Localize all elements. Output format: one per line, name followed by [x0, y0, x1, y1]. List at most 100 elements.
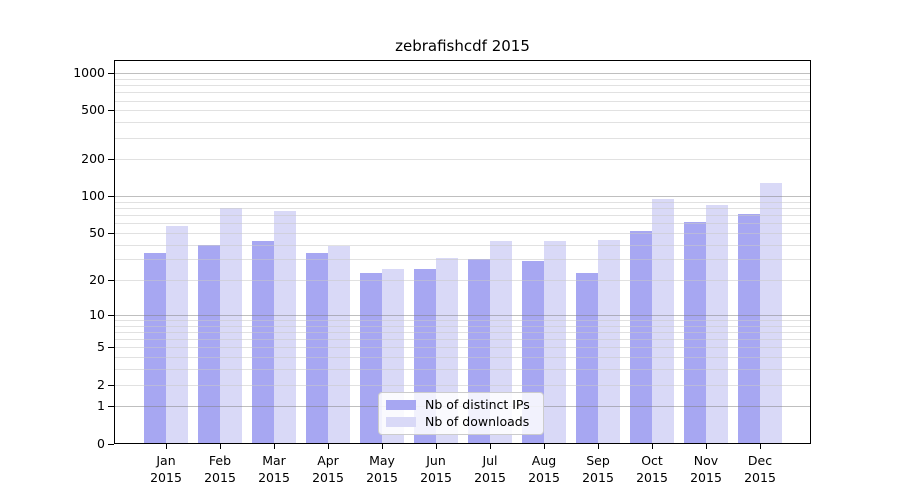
bar-downloads [166, 225, 188, 444]
bar-downloads [328, 245, 350, 444]
x-tick [760, 443, 761, 449]
gridline-minor [114, 280, 811, 282]
x-label-year: 2015 [474, 470, 506, 485]
x-tick [598, 443, 599, 449]
gridline-minor [114, 137, 811, 139]
gridline-minor [114, 78, 811, 80]
x-tick-label: Apr 2015 [301, 452, 355, 486]
x-tick-label: Oct 2015 [625, 452, 679, 486]
x-tick-label: Aug 2015 [517, 452, 571, 486]
x-label-year: 2015 [150, 470, 182, 485]
gridline-major [114, 196, 811, 198]
x-label-year: 2015 [312, 470, 344, 485]
gridline-minor [114, 259, 811, 261]
y-tick-label: 1 [97, 398, 105, 414]
y-tick [108, 110, 114, 112]
gridline-minor [114, 332, 811, 334]
x-label-month: Oct [641, 453, 663, 468]
y-tick [108, 196, 114, 198]
y-tick [108, 406, 114, 408]
gridline-minor [114, 357, 811, 359]
x-tick [544, 443, 545, 449]
gridline-major [114, 315, 811, 316]
bar-distinct-ips [252, 240, 274, 444]
bar-downloads [760, 182, 782, 444]
y-tick-label: 200 [81, 151, 105, 167]
gridline-minor [114, 208, 811, 210]
y-tick [108, 443, 114, 445]
x-label-month: Jan [156, 453, 176, 468]
gridline-minor [114, 201, 811, 203]
x-tick [436, 443, 437, 449]
legend-label-downloads: Nb of downloads [425, 414, 530, 429]
gridline-minor [114, 110, 811, 112]
x-tick-label: Feb 2015 [193, 452, 247, 486]
y-tick [108, 159, 114, 161]
legend-swatch-distinct-ips [386, 400, 416, 410]
x-label-month: Feb [208, 453, 232, 468]
x-tick [166, 443, 167, 449]
x-label-year: 2015 [636, 470, 668, 485]
gridline-minor [114, 159, 811, 161]
x-label-month: Aug [531, 453, 557, 468]
gridline-minor [114, 100, 811, 102]
x-tick-label: Jan 2015 [139, 452, 193, 486]
gridline-minor [114, 325, 811, 327]
x-tick-label: Mar 2015 [247, 452, 301, 486]
bar-distinct-ips [630, 230, 652, 444]
x-label-year: 2015 [528, 470, 560, 485]
y-tick [108, 384, 114, 386]
bar-downloads [598, 239, 620, 444]
gridline-minor [114, 92, 811, 94]
chart-title: zebrafishcdf 2015 [395, 37, 530, 55]
x-tick-label: Jun 2015 [409, 452, 463, 486]
gridline-minor [114, 223, 811, 225]
gridline-minor [114, 215, 811, 217]
gridline-major [114, 73, 811, 75]
x-label-month: Jul [482, 453, 498, 468]
y-tick-label: 500 [81, 102, 105, 118]
gridline-minor [114, 369, 811, 371]
x-label-year: 2015 [258, 470, 290, 485]
x-tick [706, 443, 707, 449]
bar-downloads [706, 205, 728, 444]
bar-distinct-ips [198, 244, 220, 444]
legend-label-distinct-ips: Nb of distinct IPs [425, 397, 530, 412]
gridline-minor [114, 347, 811, 349]
bar-downloads [544, 240, 566, 444]
x-label-year: 2015 [690, 470, 722, 485]
x-tick [328, 443, 329, 449]
legend: Nb of distinct IPs Nb of downloads [378, 392, 544, 435]
x-tick-label: Jul 2015 [463, 452, 517, 486]
x-tick-label: Dec 2015 [733, 452, 787, 486]
x-label-year: 2015 [366, 470, 398, 485]
x-label-year: 2015 [582, 470, 614, 485]
y-tick [108, 280, 114, 282]
y-tick-label: 20 [89, 272, 105, 288]
y-tick-label: 100 [81, 188, 105, 204]
x-label-year: 2015 [204, 470, 236, 485]
legend-item-downloads: Nb of downloads [386, 415, 543, 429]
x-label-month: Sep [586, 453, 610, 468]
x-label-month: Apr [317, 453, 339, 468]
x-label-month: Jun [426, 453, 446, 468]
y-tick [108, 232, 114, 234]
y-tick-label: 5 [97, 339, 105, 355]
x-tick [652, 443, 653, 449]
x-tick [490, 443, 491, 449]
x-label-month: Dec [747, 453, 773, 468]
y-tick-label: 0 [97, 435, 105, 451]
x-label-month: Mar [262, 453, 286, 468]
gridline-minor [114, 384, 811, 386]
x-tick-label: Sep 2015 [571, 452, 625, 486]
y-tick [108, 347, 114, 349]
y-tick [108, 315, 114, 316]
legend-swatch-downloads [386, 417, 416, 427]
x-label-month: May [369, 453, 395, 468]
gridline-minor [114, 232, 811, 234]
x-tick-label: May 2015 [355, 452, 409, 486]
plot-border [114, 59, 811, 444]
legend-item-distinct-ips: Nb of distinct IPs [386, 398, 543, 412]
gridline-minor [114, 320, 811, 322]
